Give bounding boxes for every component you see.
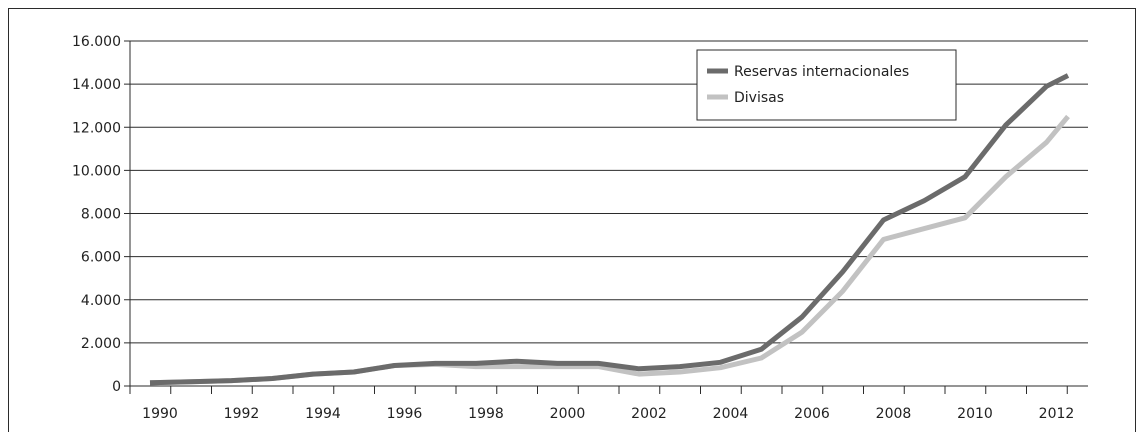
- y-tick-label: 12.000: [72, 120, 121, 136]
- series-layer: [149, 73, 1070, 386]
- legend: Reservas internacionales Divisas: [696, 49, 957, 121]
- y-tick-label: 0: [112, 379, 121, 395]
- y-tick-label: 8.000: [81, 207, 121, 223]
- x-tick-label: 1996: [387, 406, 423, 422]
- legend-label: Reservas internacionales: [734, 64, 909, 80]
- x-tick-label: 2004: [713, 406, 749, 422]
- y-tick-label: 6.000: [81, 250, 121, 266]
- x-tick-label: 2002: [631, 406, 667, 422]
- gridlines: [130, 40, 1088, 344]
- y-tick-label: 16.000: [72, 34, 121, 50]
- x-tick-label: 2008: [876, 406, 912, 422]
- x-tick-label: 1992: [224, 406, 260, 422]
- legend-box: [696, 49, 957, 121]
- x-tick-label: 1990: [142, 406, 178, 422]
- x-tick-label: 2012: [1039, 406, 1075, 422]
- x-tick-label: 2010: [957, 406, 993, 422]
- legend-label: Divisas: [734, 90, 784, 106]
- series-line-reservas-internacionales: [149, 73, 1070, 386]
- y-tick-label: 2.000: [81, 336, 121, 352]
- chart-frame: [8, 8, 1136, 432]
- axes: 0 2.000 4.000 6.000 8.000 10.000 12.000 14.000 1…: [72, 34, 1088, 422]
- x-tick-label: 2000: [550, 406, 586, 422]
- x-tick-label: 1998: [468, 406, 504, 422]
- x-tick-label: 1994: [305, 406, 341, 422]
- y-tick-label: 4.000: [81, 293, 121, 309]
- y-tick-label: 10.000: [72, 163, 121, 179]
- y-tick-label: 14.000: [72, 77, 121, 93]
- x-tick-label: 2006: [794, 406, 830, 422]
